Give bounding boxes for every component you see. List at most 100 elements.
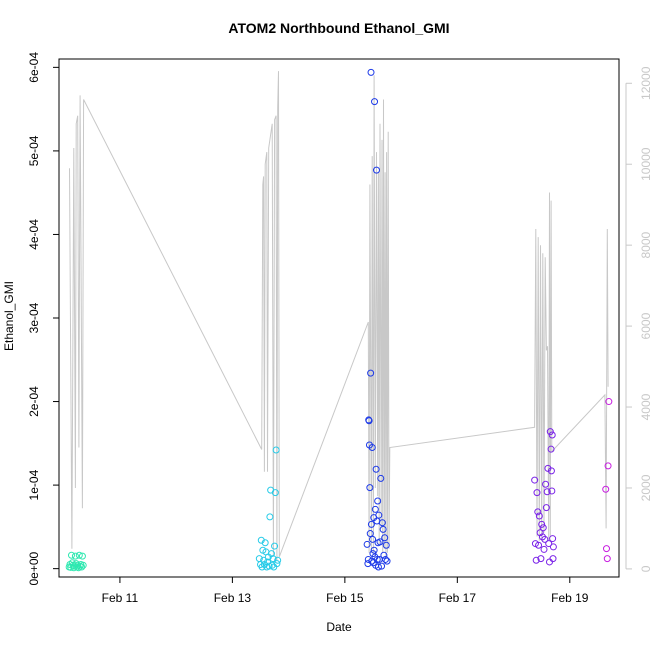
data-point bbox=[533, 489, 541, 497]
data-point bbox=[78, 563, 86, 571]
data-point bbox=[603, 555, 611, 563]
x-tick-label: Feb 17 bbox=[439, 591, 477, 605]
x-tick-label: Feb 13 bbox=[214, 591, 252, 605]
data-point bbox=[366, 530, 374, 538]
data-point bbox=[547, 467, 555, 475]
data-point bbox=[371, 98, 379, 106]
data-point bbox=[545, 540, 553, 548]
data-point bbox=[271, 489, 279, 497]
data-point bbox=[367, 68, 375, 76]
data-point bbox=[372, 166, 380, 174]
data-point bbox=[373, 555, 381, 563]
data-point bbox=[541, 535, 549, 543]
altitude-line bbox=[69, 71, 609, 561]
data-point bbox=[382, 541, 390, 549]
data-point bbox=[376, 538, 384, 546]
x-tick-label: Feb 15 bbox=[326, 591, 364, 605]
data-point bbox=[71, 552, 79, 560]
data-point bbox=[367, 520, 375, 528]
data-point bbox=[548, 431, 556, 439]
x-tick-label: Feb 11 bbox=[102, 591, 139, 605]
data-point bbox=[372, 465, 380, 473]
y2-tick-label: 10000 bbox=[639, 147, 650, 181]
data-point bbox=[79, 561, 87, 569]
data-point bbox=[375, 511, 383, 519]
y2-tick-label: 0 bbox=[639, 565, 650, 572]
chart-title: ATOM2 Northbound Ethanol_GMI bbox=[228, 20, 449, 36]
y2-tick-label: 4000 bbox=[639, 393, 650, 420]
y-tick-label: 3e-04 bbox=[27, 302, 41, 333]
data-point bbox=[545, 558, 553, 566]
y-tick-label: 6e-04 bbox=[27, 52, 41, 83]
data-point bbox=[271, 542, 279, 550]
data-point bbox=[366, 484, 374, 492]
data-point bbox=[535, 541, 543, 549]
y2-tick-label: 12000 bbox=[639, 66, 650, 100]
data-points bbox=[65, 68, 613, 572]
bottom-axis: Feb 11 Feb 13 Feb 15 Feb 17 Feb 19 bbox=[102, 577, 589, 605]
data-point bbox=[369, 550, 377, 558]
data-point bbox=[535, 512, 543, 520]
data-point bbox=[537, 555, 545, 563]
data-point bbox=[381, 555, 389, 563]
y-tick-label: 1e-04 bbox=[27, 469, 41, 500]
data-point bbox=[542, 480, 550, 488]
right-axis: 0 2000 4000 6000 8000 10000 12000 bbox=[625, 66, 650, 572]
data-point bbox=[549, 555, 557, 563]
data-point bbox=[543, 488, 551, 496]
y-tick-label: 4e-04 bbox=[27, 219, 41, 250]
data-point bbox=[369, 535, 377, 543]
data-point bbox=[363, 540, 371, 548]
data-point bbox=[604, 462, 612, 470]
left-axis: 0e+00 1e-04 2e-04 3e-04 4e-04 5e-04 6e-04 bbox=[27, 52, 59, 585]
data-point bbox=[540, 545, 548, 553]
x-axis-label: Date bbox=[326, 620, 352, 634]
data-point bbox=[365, 417, 373, 425]
y-axis-label: Ethanol_GMI bbox=[2, 281, 16, 351]
data-point bbox=[377, 474, 385, 482]
data-point bbox=[267, 550, 275, 558]
data-point bbox=[381, 534, 389, 542]
data-point bbox=[367, 369, 375, 377]
y-tick-label: 0e+00 bbox=[27, 551, 41, 585]
data-point bbox=[75, 551, 83, 559]
y-tick-label: 2e-04 bbox=[27, 386, 41, 417]
data-point bbox=[547, 445, 555, 453]
y2-tick-label: 2000 bbox=[639, 474, 650, 501]
data-point bbox=[370, 546, 378, 554]
data-point bbox=[272, 446, 280, 454]
data-point bbox=[538, 520, 546, 528]
data-point bbox=[603, 545, 611, 553]
data-point bbox=[368, 444, 376, 451]
data-point bbox=[374, 563, 382, 571]
x-tick-label: Feb 19 bbox=[551, 591, 589, 605]
data-point bbox=[549, 535, 557, 543]
data-point bbox=[602, 485, 610, 493]
data-point bbox=[364, 555, 372, 563]
data-point bbox=[273, 560, 281, 568]
data-point bbox=[261, 539, 269, 547]
data-point bbox=[534, 508, 542, 516]
data-point bbox=[605, 398, 613, 406]
altitude-trace bbox=[69, 71, 609, 561]
data-point bbox=[268, 561, 276, 569]
data-point bbox=[378, 562, 386, 570]
data-point bbox=[532, 556, 540, 564]
data-point bbox=[542, 504, 550, 512]
data-point bbox=[531, 476, 539, 484]
data-point bbox=[260, 556, 268, 564]
y2-tick-label: 8000 bbox=[639, 231, 650, 258]
data-point bbox=[265, 562, 273, 570]
data-point bbox=[78, 552, 86, 560]
data-point bbox=[371, 505, 379, 513]
data-point bbox=[383, 557, 391, 565]
y-tick-label: 5e-04 bbox=[27, 135, 41, 166]
data-point bbox=[548, 487, 556, 495]
data-point bbox=[266, 513, 274, 521]
data-point bbox=[374, 497, 382, 505]
data-point bbox=[269, 555, 277, 563]
data-point bbox=[274, 556, 282, 564]
data-point bbox=[539, 524, 547, 532]
data-point bbox=[380, 551, 388, 559]
